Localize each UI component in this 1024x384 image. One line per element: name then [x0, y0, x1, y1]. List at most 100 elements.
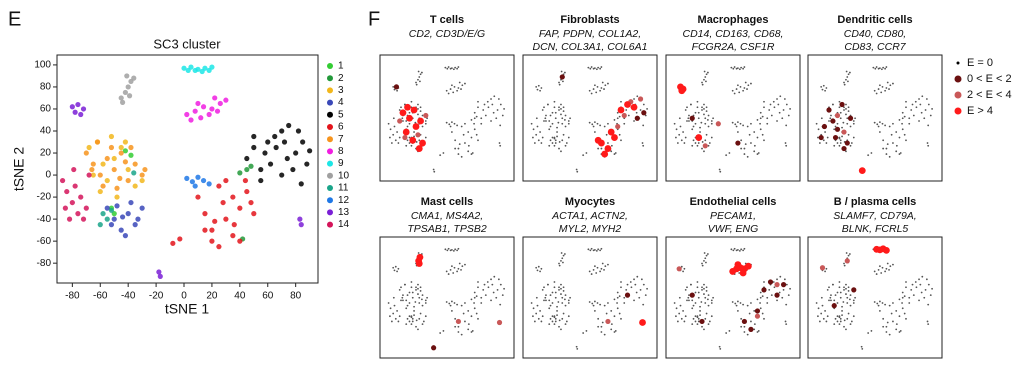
background-point — [415, 325, 417, 328]
background-point — [901, 291, 904, 294]
background-point — [561, 302, 564, 304]
legend-swatch — [954, 91, 962, 99]
point — [195, 100, 201, 107]
background-point — [406, 294, 409, 297]
background-point — [849, 144, 852, 147]
background-point — [703, 328, 705, 331]
background-point — [908, 117, 911, 120]
background-point — [734, 123, 737, 126]
background-point — [735, 304, 738, 307]
background-point — [750, 142, 752, 144]
background-point — [563, 253, 566, 255]
expression-point — [844, 140, 850, 146]
background-point — [740, 325, 743, 328]
point — [80, 106, 87, 112]
expression-point — [617, 106, 625, 114]
background-point — [707, 304, 710, 307]
background-point — [700, 301, 703, 303]
background-point — [742, 249, 745, 252]
background-point — [642, 144, 645, 147]
point — [248, 163, 254, 169]
background-point — [418, 302, 421, 304]
background-point — [845, 287, 847, 290]
background-point — [719, 347, 722, 350]
background-point — [707, 323, 710, 325]
background-point — [927, 124, 930, 127]
background-point — [826, 288, 829, 291]
background-point — [847, 80, 849, 83]
background-point — [390, 320, 393, 323]
background-point — [680, 139, 683, 142]
background-point — [561, 257, 564, 260]
legend-label: 6 — [338, 122, 344, 133]
background-point — [691, 307, 694, 310]
background-point — [785, 144, 788, 147]
background-point — [417, 108, 419, 110]
background-point — [536, 269, 539, 272]
point — [248, 199, 254, 206]
background-point — [703, 293, 705, 295]
expression-point — [754, 313, 761, 319]
background-point — [389, 128, 392, 131]
point — [267, 161, 274, 167]
background-point — [561, 296, 564, 299]
background-point — [914, 281, 917, 283]
background-point — [599, 89, 602, 92]
background-point — [426, 296, 429, 299]
panel-frame — [522, 54, 658, 182]
background-point — [888, 268, 890, 271]
point — [217, 100, 223, 107]
point — [272, 133, 278, 140]
background-point — [701, 288, 703, 291]
point — [262, 150, 268, 156]
background-point — [495, 117, 498, 120]
background-point — [820, 296, 823, 299]
background-point — [701, 106, 703, 109]
background-point — [753, 131, 756, 133]
background-point — [597, 248, 600, 251]
background-point — [688, 299, 690, 302]
background-point — [532, 136, 534, 139]
background-point — [537, 317, 540, 320]
background-point — [929, 114, 932, 117]
background-point — [556, 305, 558, 308]
point — [122, 233, 128, 239]
background-point — [841, 305, 843, 308]
background-point — [582, 154, 585, 157]
background-point — [683, 142, 686, 144]
point — [118, 227, 124, 233]
expression-point — [735, 140, 741, 146]
expression-point — [754, 308, 761, 314]
expression-point — [594, 136, 602, 144]
background-point — [610, 144, 613, 147]
background-point — [838, 137, 841, 140]
expression-point — [412, 123, 420, 130]
background-point — [532, 315, 534, 318]
background-point — [920, 111, 923, 114]
background-point — [694, 291, 697, 294]
background-point — [603, 125, 606, 128]
background-point — [731, 89, 734, 92]
background-point — [708, 320, 711, 323]
background-point — [553, 316, 556, 319]
point — [170, 240, 176, 246]
background-point — [923, 117, 926, 120]
background-point — [551, 320, 554, 323]
background-point — [852, 122, 855, 125]
point — [108, 133, 115, 140]
background-point — [592, 67, 595, 70]
expression-point — [695, 134, 703, 141]
background-point — [881, 85, 884, 88]
point — [300, 139, 306, 145]
background-point — [535, 266, 538, 269]
background-point — [830, 299, 832, 302]
background-point — [838, 281, 841, 283]
background-point — [763, 139, 765, 142]
background-point — [620, 100, 622, 103]
background-point — [560, 103, 562, 106]
point — [97, 188, 103, 195]
background-point — [882, 147, 885, 150]
background-point — [417, 113, 419, 116]
background-point — [392, 133, 395, 136]
background-point — [910, 288, 913, 291]
